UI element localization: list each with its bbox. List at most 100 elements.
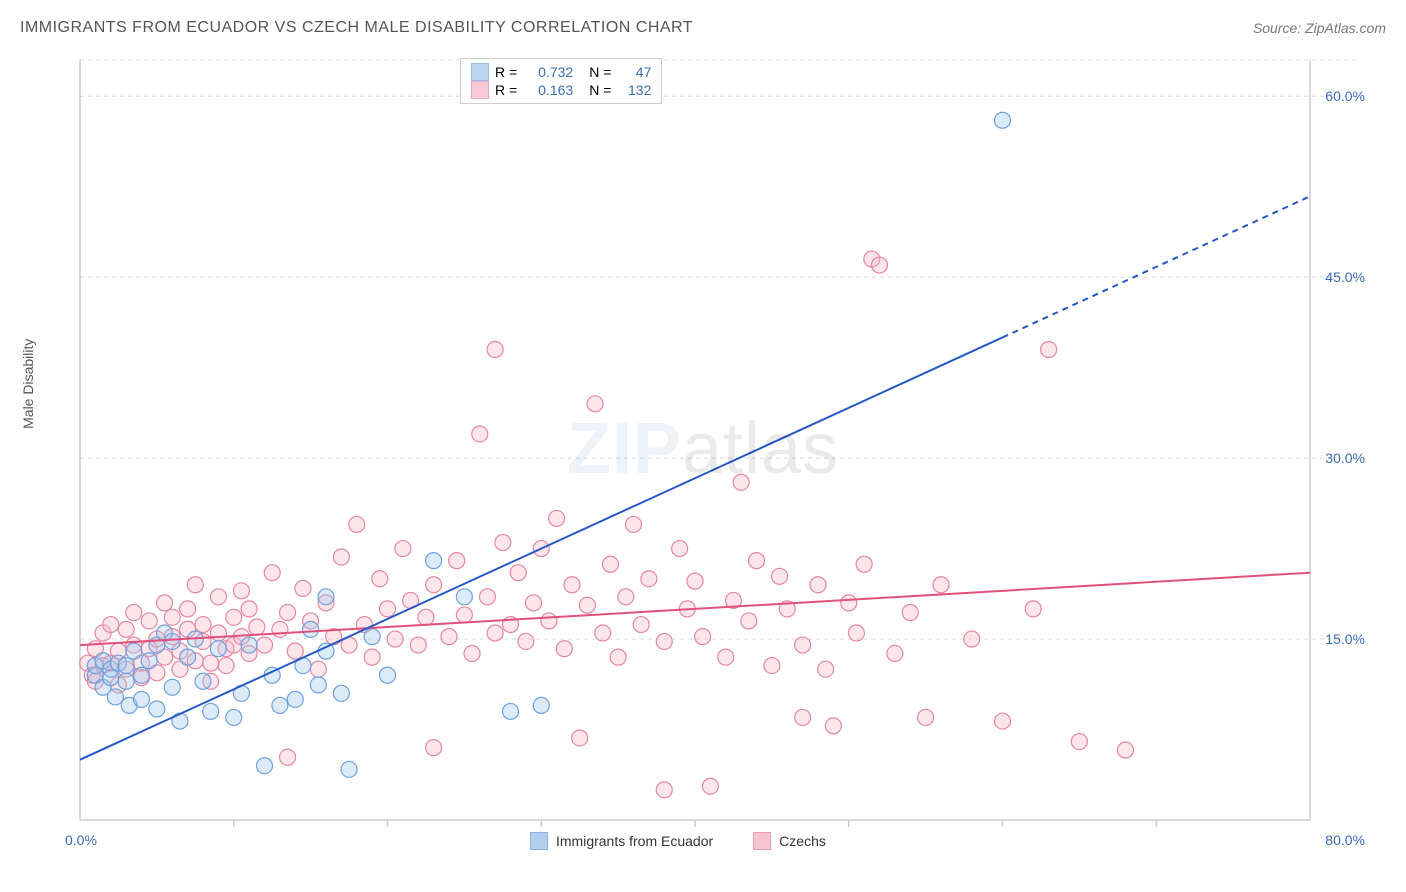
- legend-item: Czechs: [753, 832, 826, 850]
- legend-row: R =0.732N =47: [471, 63, 651, 81]
- legend-swatch: [753, 832, 771, 850]
- data-point: [364, 629, 380, 645]
- data-point: [195, 617, 211, 633]
- correlation-legend: R =0.732N =47R =0.163N =132: [460, 58, 662, 104]
- data-point: [749, 553, 765, 569]
- data-point: [387, 631, 403, 647]
- data-point: [318, 589, 334, 605]
- svg-text:80.0%: 80.0%: [1325, 832, 1365, 848]
- data-point: [272, 697, 288, 713]
- data-point: [126, 643, 142, 659]
- data-point: [303, 621, 319, 637]
- data-point: [702, 778, 718, 794]
- data-point: [449, 553, 465, 569]
- svg-text:30.0%: 30.0%: [1325, 450, 1365, 466]
- data-point: [887, 646, 903, 662]
- data-point: [918, 709, 934, 725]
- data-point: [564, 577, 580, 593]
- data-point: [602, 556, 618, 572]
- data-point: [456, 607, 472, 623]
- data-point: [741, 613, 757, 629]
- data-point: [1118, 742, 1134, 758]
- source-label: Source:: [1253, 20, 1305, 36]
- data-point: [579, 597, 595, 613]
- data-point: [333, 685, 349, 701]
- data-point: [518, 633, 534, 649]
- data-point: [134, 667, 150, 683]
- data-point: [656, 633, 672, 649]
- data-point: [633, 617, 649, 633]
- series-legend: Immigrants from EcuadorCzechs: [530, 832, 826, 850]
- data-point: [164, 679, 180, 695]
- data-point: [395, 541, 411, 557]
- data-point: [510, 565, 526, 581]
- data-point: [272, 621, 288, 637]
- data-point: [825, 718, 841, 734]
- data-point: [933, 577, 949, 593]
- legend-swatch: [471, 81, 489, 99]
- data-point: [872, 257, 888, 273]
- data-point: [380, 601, 396, 617]
- data-point: [587, 396, 603, 412]
- data-point: [418, 609, 434, 625]
- n-label: N =: [589, 64, 611, 80]
- data-point: [241, 637, 257, 653]
- data-point: [203, 703, 219, 719]
- data-point: [964, 631, 980, 647]
- data-point: [626, 516, 642, 532]
- data-point: [210, 625, 226, 641]
- data-point: [487, 625, 503, 641]
- data-point: [410, 637, 426, 653]
- data-point: [118, 658, 134, 674]
- data-point: [795, 709, 811, 725]
- r-label: R =: [495, 82, 517, 98]
- data-point: [264, 565, 280, 581]
- data-point: [210, 641, 226, 657]
- data-point: [380, 667, 396, 683]
- data-point: [134, 691, 150, 707]
- data-point: [641, 571, 657, 587]
- data-point: [118, 621, 134, 637]
- r-value: 0.732: [523, 64, 573, 80]
- data-point: [479, 589, 495, 605]
- n-value: 132: [617, 82, 651, 98]
- data-point: [280, 749, 296, 765]
- chart-header: IMMIGRANTS FROM ECUADOR VS CZECH MALE DI…: [0, 0, 1406, 48]
- data-point: [1025, 601, 1041, 617]
- data-point: [718, 649, 734, 665]
- data-point: [233, 583, 249, 599]
- data-point: [203, 655, 219, 671]
- r-value: 0.163: [523, 82, 573, 98]
- data-point: [141, 653, 157, 669]
- data-point: [472, 426, 488, 442]
- data-point: [180, 649, 196, 665]
- data-point: [426, 577, 442, 593]
- data-point: [549, 510, 565, 526]
- data-point: [456, 589, 472, 605]
- data-point: [287, 643, 303, 659]
- data-point: [241, 601, 257, 617]
- data-point: [841, 595, 857, 611]
- data-point: [249, 619, 265, 635]
- data-point: [595, 625, 611, 641]
- data-point: [280, 605, 296, 621]
- data-point: [164, 633, 180, 649]
- data-point: [187, 577, 203, 593]
- data-point: [733, 474, 749, 490]
- data-point: [810, 577, 826, 593]
- svg-text:45.0%: 45.0%: [1325, 269, 1365, 285]
- data-point: [464, 646, 480, 662]
- n-value: 47: [617, 64, 651, 80]
- data-point: [526, 595, 542, 611]
- data-point: [210, 589, 226, 605]
- data-point: [610, 649, 626, 665]
- data-point: [656, 782, 672, 798]
- y-axis-label: Male Disability: [20, 339, 36, 429]
- data-point: [1071, 734, 1087, 750]
- chart-title: IMMIGRANTS FROM ECUADOR VS CZECH MALE DI…: [20, 19, 693, 37]
- data-point: [541, 613, 557, 629]
- data-point: [764, 658, 780, 674]
- svg-text:0.0%: 0.0%: [65, 832, 97, 848]
- data-point: [107, 689, 123, 705]
- data-point: [848, 625, 864, 641]
